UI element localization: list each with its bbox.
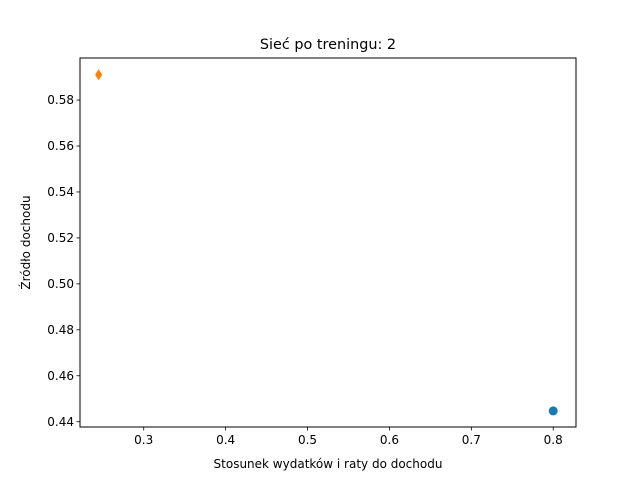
y-tick-label: 0.54	[47, 185, 74, 199]
x-tick-label: 0.4	[216, 433, 235, 447]
y-tick-label: 0.46	[47, 369, 74, 383]
y-tick-label: 0.56	[47, 139, 74, 153]
x-tick-label: 0.5	[298, 433, 317, 447]
x-tick-label: 0.3	[134, 433, 153, 447]
y-axis-label: Źródło dochodu	[18, 195, 33, 289]
x-axis-ticks: 0.3 0.4 0.5 0.6 0.7 0.8	[134, 427, 563, 447]
scatter-point-diamond	[95, 69, 103, 81]
x-tick-label: 0.6	[380, 433, 399, 447]
y-axis-ticks: 0.44 0.46 0.48 0.50 0.52 0.54 0.56 0.58	[47, 93, 80, 429]
y-tick-label: 0.58	[47, 93, 74, 107]
chart-title: Sieć po treningu: 2	[260, 37, 396, 53]
scatter-point-circle	[548, 406, 558, 416]
x-axis-label: Stosunek wydatków i raty do dochodu	[214, 457, 443, 471]
plot-frame	[79, 57, 577, 428]
y-tick-label: 0.52	[47, 231, 74, 245]
plot-marks	[95, 69, 558, 416]
y-tick-label: 0.50	[47, 277, 74, 291]
y-tick-label: 0.44	[47, 415, 74, 429]
x-tick-label: 0.8	[544, 433, 563, 447]
y-tick-label: 0.48	[47, 323, 74, 337]
x-tick-label: 0.7	[462, 433, 481, 447]
